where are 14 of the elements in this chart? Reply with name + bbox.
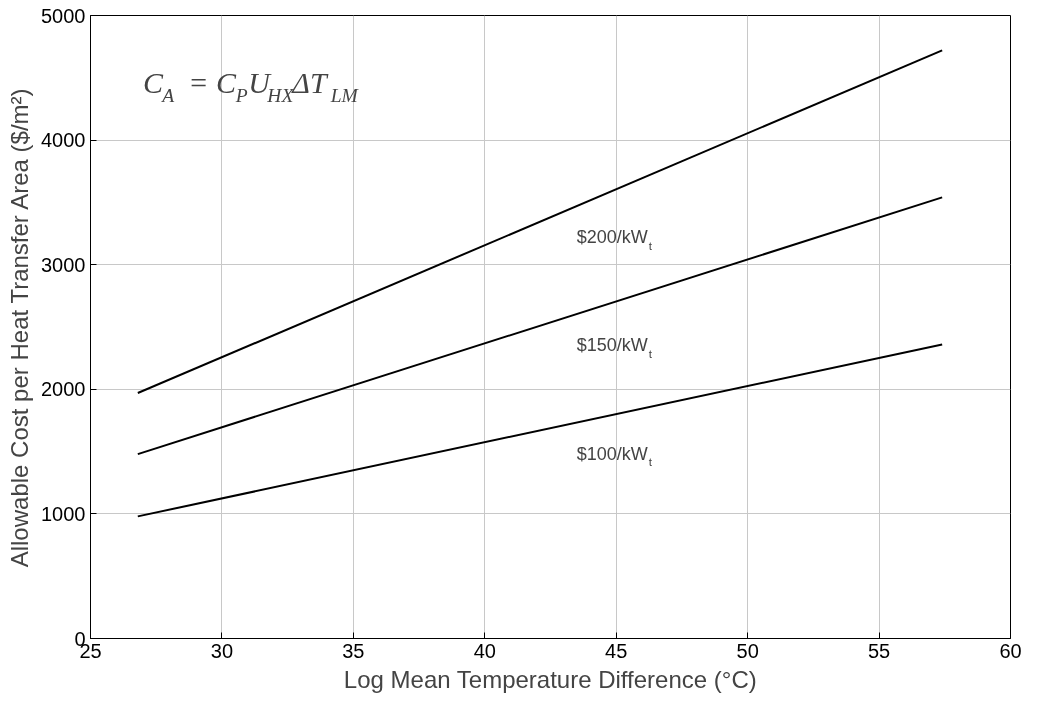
- x-tick-label: 35: [342, 639, 365, 662]
- x-tick-label: 45: [605, 639, 628, 662]
- y-tick-label: 3000: [41, 253, 86, 276]
- x-tick-label: 50: [736, 639, 759, 662]
- x-axis-title: Log Mean Temperature Difference (°C): [343, 665, 757, 693]
- y-tick-label: 5000: [41, 4, 86, 27]
- y-axis-title: Allowable Cost per Heat Transfer Area ($/m²): [6, 88, 34, 568]
- x-tick-label: 40: [473, 639, 496, 662]
- y-tick-label: 4000: [41, 129, 86, 152]
- x-tick-label: 30: [210, 639, 234, 662]
- x-tick-label: 60: [999, 639, 1022, 662]
- x-tick-label: 55: [867, 639, 891, 662]
- y-tick-label: 1000: [41, 502, 86, 525]
- y-tick-label: 2000: [41, 378, 86, 401]
